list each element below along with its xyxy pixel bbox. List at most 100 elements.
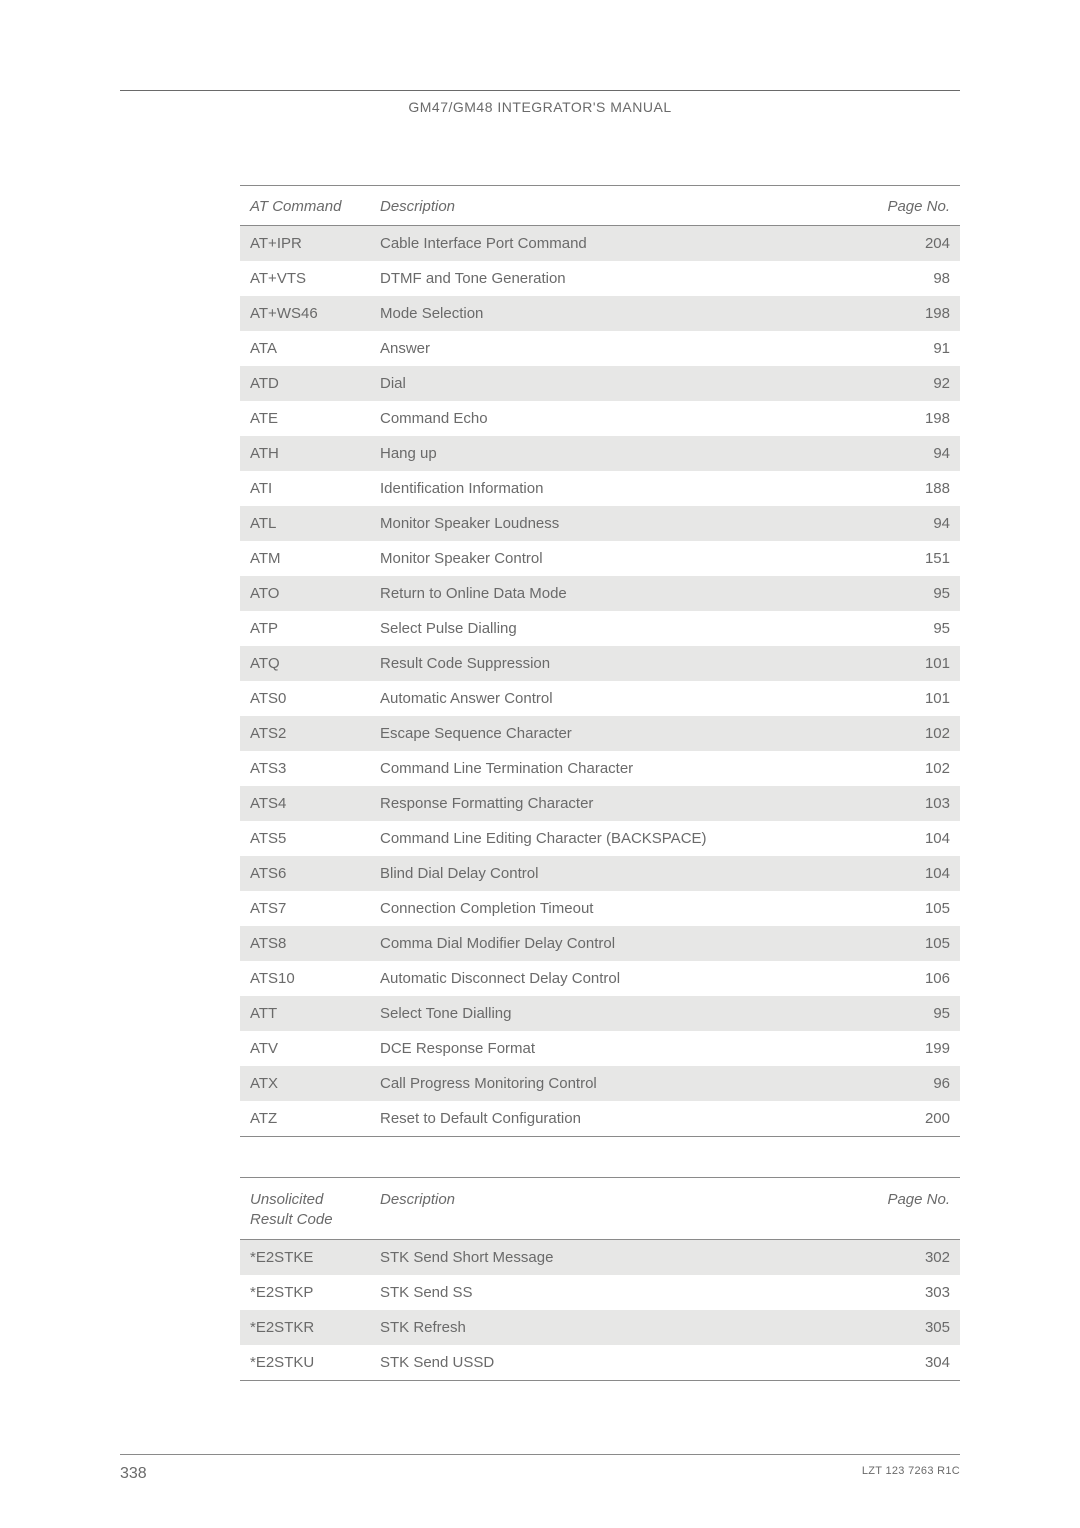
- cell-description: STK Refresh: [370, 1310, 870, 1345]
- table-row: AT+IPRCable Interface Port Command204: [240, 226, 960, 262]
- table1-col-page: Page No.: [870, 186, 960, 226]
- cell-page: 198: [870, 401, 960, 436]
- cell-page: 91: [870, 331, 960, 366]
- cell-description: DTMF and Tone Generation: [370, 261, 870, 296]
- cell-command: *E2STKR: [240, 1310, 370, 1345]
- cell-command: ATX: [240, 1066, 370, 1101]
- header-rule: [120, 90, 960, 91]
- table-row: *E2STKPSTK Send SS303: [240, 1275, 960, 1310]
- cell-description: Escape Sequence Character: [370, 716, 870, 751]
- table-row: ATS8Comma Dial Modifier Delay Control105: [240, 926, 960, 961]
- cell-description: Cable Interface Port Command: [370, 226, 870, 262]
- cell-command: ATS7: [240, 891, 370, 926]
- cell-page: 103: [870, 786, 960, 821]
- unsolicited-result-table: UnsolicitedResult Code Description Page …: [240, 1177, 960, 1381]
- cell-command: AT+IPR: [240, 226, 370, 262]
- table-row: ATS6Blind Dial Delay Control104: [240, 856, 960, 891]
- table-row: ATS2Escape Sequence Character102: [240, 716, 960, 751]
- cell-page: 302: [870, 1240, 960, 1276]
- table-row: ATZReset to Default Configuration200: [240, 1101, 960, 1137]
- table2-col-description: Description: [370, 1178, 870, 1240]
- table-row: ATAAnswer91: [240, 331, 960, 366]
- cell-command: ATE: [240, 401, 370, 436]
- table2-col-code: UnsolicitedResult Code: [240, 1178, 370, 1240]
- cell-command: ATS3: [240, 751, 370, 786]
- cell-description: Hang up: [370, 436, 870, 471]
- cell-description: Mode Selection: [370, 296, 870, 331]
- cell-description: Command Echo: [370, 401, 870, 436]
- doc-code: LZT 123 7263 R1C: [862, 1465, 960, 1483]
- table-row: AT+WS46Mode Selection198: [240, 296, 960, 331]
- cell-command: ATS6: [240, 856, 370, 891]
- table-row: ATECommand Echo198: [240, 401, 960, 436]
- cell-page: 102: [870, 751, 960, 786]
- cell-page: 305: [870, 1310, 960, 1345]
- cell-description: Result Code Suppression: [370, 646, 870, 681]
- cell-description: Select Pulse Dialling: [370, 611, 870, 646]
- table-row: ATS3Command Line Termination Character10…: [240, 751, 960, 786]
- cell-command: ATO: [240, 576, 370, 611]
- cell-command: ATL: [240, 506, 370, 541]
- cell-command: ATS2: [240, 716, 370, 751]
- cell-description: DCE Response Format: [370, 1031, 870, 1066]
- cell-page: 96: [870, 1066, 960, 1101]
- cell-command: *E2STKP: [240, 1275, 370, 1310]
- cell-page: 94: [870, 506, 960, 541]
- cell-command: ATS0: [240, 681, 370, 716]
- cell-command: ATS8: [240, 926, 370, 961]
- table-row: *E2STKRSTK Refresh305: [240, 1310, 960, 1345]
- cell-description: Blind Dial Delay Control: [370, 856, 870, 891]
- cell-page: 98: [870, 261, 960, 296]
- table-row: AT+VTSDTMF and Tone Generation98: [240, 261, 960, 296]
- page-footer: 338 LZT 123 7263 R1C: [120, 1454, 960, 1483]
- cell-description: Identification Information: [370, 471, 870, 506]
- cell-command: ATS5: [240, 821, 370, 856]
- table-row: ATLMonitor Speaker Loudness94: [240, 506, 960, 541]
- cell-description: Command Line Editing Character (BACKSPAC…: [370, 821, 870, 856]
- cell-command: ATZ: [240, 1101, 370, 1137]
- cell-description: Connection Completion Timeout: [370, 891, 870, 926]
- table-row: ATDDial92: [240, 366, 960, 401]
- table-row: ATVDCE Response Format199: [240, 1031, 960, 1066]
- cell-command: ATV: [240, 1031, 370, 1066]
- cell-description: Command Line Termination Character: [370, 751, 870, 786]
- cell-page: 151: [870, 541, 960, 576]
- cell-description: Monitor Speaker Loudness: [370, 506, 870, 541]
- cell-description: Automatic Answer Control: [370, 681, 870, 716]
- cell-page: 92: [870, 366, 960, 401]
- cell-page: 105: [870, 891, 960, 926]
- cell-description: Answer: [370, 331, 870, 366]
- cell-command: *E2STKU: [240, 1345, 370, 1381]
- table-row: ATS7Connection Completion Timeout105: [240, 891, 960, 926]
- page-number: 338: [120, 1465, 147, 1483]
- table-row: ATS0Automatic Answer Control101: [240, 681, 960, 716]
- cell-command: ATQ: [240, 646, 370, 681]
- cell-command: ATS4: [240, 786, 370, 821]
- cell-description: Dial: [370, 366, 870, 401]
- table-row: *E2STKESTK Send Short Message302: [240, 1240, 960, 1276]
- table-row: ATS5Command Line Editing Character (BACK…: [240, 821, 960, 856]
- table-row: ATOReturn to Online Data Mode95: [240, 576, 960, 611]
- cell-description: Monitor Speaker Control: [370, 541, 870, 576]
- cell-page: 200: [870, 1101, 960, 1137]
- table-row: ATIIdentification Information188: [240, 471, 960, 506]
- cell-page: 95: [870, 576, 960, 611]
- cell-page: 101: [870, 681, 960, 716]
- cell-page: 199: [870, 1031, 960, 1066]
- cell-command: AT+WS46: [240, 296, 370, 331]
- table1-col-description: Description: [370, 186, 870, 226]
- cell-page: 105: [870, 926, 960, 961]
- cell-page: 204: [870, 226, 960, 262]
- cell-description: Reset to Default Configuration: [370, 1101, 870, 1137]
- table-row: ATPSelect Pulse Dialling95: [240, 611, 960, 646]
- cell-command: ATA: [240, 331, 370, 366]
- cell-page: 188: [870, 471, 960, 506]
- table2-col-page: Page No.: [870, 1178, 960, 1240]
- cell-description: Select Tone Dialling: [370, 996, 870, 1031]
- cell-description: Return to Online Data Mode: [370, 576, 870, 611]
- table-row: ATXCall Progress Monitoring Control96: [240, 1066, 960, 1101]
- cell-page: 104: [870, 821, 960, 856]
- table-row: ATS10Automatic Disconnect Delay Control1…: [240, 961, 960, 996]
- cell-description: Automatic Disconnect Delay Control: [370, 961, 870, 996]
- cell-page: 95: [870, 996, 960, 1031]
